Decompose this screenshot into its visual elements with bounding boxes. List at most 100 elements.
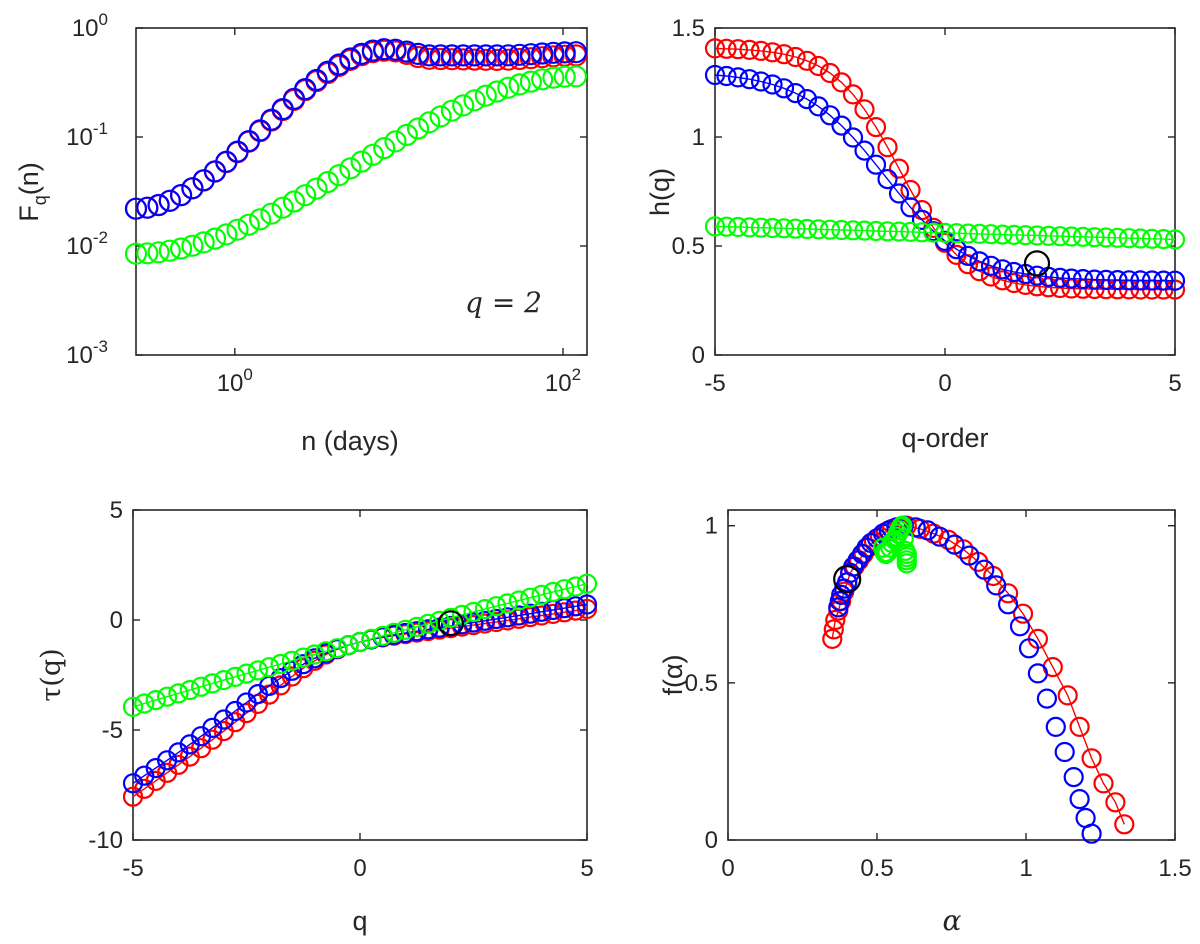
hq-point-blue bbox=[842, 127, 864, 148]
hq-point-green bbox=[1095, 227, 1117, 248]
hq-point-red bbox=[842, 84, 864, 105]
tau-xtick-label: -5 bbox=[122, 855, 143, 882]
hq-point-green bbox=[1026, 225, 1048, 246]
hq-point-green bbox=[796, 218, 818, 240]
plot-frame-falpha bbox=[727, 509, 1176, 841]
hq-point-blue bbox=[785, 82, 806, 104]
fq-point-green bbox=[519, 70, 543, 93]
fq-point-green bbox=[136, 242, 159, 265]
hq-point-red bbox=[980, 266, 1002, 287]
fq-point-blue bbox=[361, 39, 384, 62]
hq-point-blue bbox=[969, 251, 990, 272]
tau-point-green bbox=[486, 596, 507, 617]
tau-point-green bbox=[315, 641, 336, 662]
falpha-point-green bbox=[890, 517, 911, 538]
fq-point-blue bbox=[452, 44, 475, 67]
fq-point-green bbox=[373, 137, 396, 160]
tau-point-green bbox=[497, 593, 518, 614]
fq-point-blue bbox=[373, 38, 396, 61]
falpha-xtick-label: 1.5 bbox=[1158, 855, 1191, 882]
fq-point-green bbox=[158, 239, 181, 262]
hq-line-green bbox=[714, 225, 1176, 241]
fq-point-green bbox=[485, 80, 509, 103]
fq-ytick-exp: 0 bbox=[99, 10, 108, 29]
fq-point-blue bbox=[508, 43, 531, 66]
hq-point-green bbox=[934, 222, 956, 243]
hq-point-red bbox=[808, 55, 829, 77]
tau-point-green bbox=[383, 622, 405, 643]
fq-point-green bbox=[339, 157, 362, 180]
falpha-point-red bbox=[1069, 716, 1090, 738]
fq-point-green bbox=[542, 66, 565, 89]
y-axis-label-tau: τ(q) bbox=[36, 648, 67, 701]
falpha-point-blue bbox=[1027, 663, 1049, 684]
fq-point-green bbox=[226, 218, 249, 241]
fq-point-green bbox=[440, 99, 463, 122]
hq-point-red bbox=[888, 158, 910, 179]
fq-xtick-exp: 0 bbox=[243, 365, 252, 384]
y-axis-label-fq-tail: (n) bbox=[14, 162, 44, 195]
hq-point-blue bbox=[911, 209, 933, 230]
falpha-point-blue bbox=[1018, 638, 1040, 659]
hq-ytick-label: 0.5 bbox=[672, 233, 705, 260]
hq-point-green bbox=[716, 216, 737, 237]
fq-point-green bbox=[170, 237, 193, 260]
hq-point-green bbox=[762, 217, 783, 239]
falpha-xtick-label: 1 bbox=[1019, 855, 1032, 882]
hq-point-blue bbox=[1072, 269, 1094, 290]
fq-point-green bbox=[328, 164, 351, 187]
fq-point-green bbox=[305, 177, 328, 200]
hq-xtick-label: 0 bbox=[938, 370, 951, 397]
hq-point-red bbox=[739, 39, 760, 61]
falpha-point-blue bbox=[944, 534, 965, 555]
hq-point-green bbox=[1164, 229, 1186, 250]
fq-point-green bbox=[384, 130, 407, 153]
tau-point-green bbox=[520, 587, 541, 608]
fq-point-blue bbox=[553, 41, 576, 64]
tau-point-green bbox=[531, 584, 552, 605]
hq-point-green bbox=[1153, 229, 1174, 250]
fq-point-blue bbox=[384, 38, 407, 61]
fq-point-green bbox=[474, 84, 497, 107]
hq-point-blue bbox=[957, 245, 979, 266]
fq-point-green bbox=[531, 68, 554, 91]
fq-point-blue bbox=[474, 44, 497, 67]
hq-point-green bbox=[1049, 226, 1071, 247]
hq-point-blue bbox=[739, 69, 760, 90]
falpha-point-red bbox=[1093, 773, 1114, 794]
fq-ytick-label: 10-1 bbox=[66, 119, 108, 151]
tau-point-blue bbox=[508, 605, 530, 626]
tau-point-green bbox=[247, 660, 268, 681]
fq-point-blue bbox=[519, 43, 543, 66]
fq-point-blue bbox=[429, 44, 452, 67]
fq-point-green bbox=[237, 213, 260, 236]
hq-point-red bbox=[865, 116, 887, 138]
hq-point-blue bbox=[1141, 270, 1163, 291]
hq-point-green bbox=[1038, 225, 1059, 246]
tau-point-green bbox=[293, 647, 314, 668]
fq-point-red bbox=[463, 48, 486, 71]
hq-point-green bbox=[831, 219, 852, 241]
fq-ytick-label: 10-3 bbox=[66, 337, 108, 369]
tick-group-hq: -5 0 500.511.5 bbox=[672, 15, 1182, 397]
fq-point-blue bbox=[124, 197, 148, 220]
hq-point-blue bbox=[980, 255, 1002, 276]
falpha-point-blue bbox=[997, 594, 1019, 615]
hq-point-red bbox=[762, 42, 783, 63]
fq-xtick-label: 102 bbox=[545, 365, 581, 397]
y-axis-label-fq: Fq(n) bbox=[14, 162, 50, 222]
hq-point-green bbox=[750, 217, 772, 238]
falpha-point-blue bbox=[959, 545, 980, 566]
hq-point-blue bbox=[888, 183, 910, 204]
hq-point-blue bbox=[1003, 261, 1025, 283]
fq-ytick-base: 10 bbox=[66, 342, 93, 369]
fq-point-red bbox=[474, 48, 497, 71]
tau-point-green bbox=[213, 669, 234, 691]
fq-point-blue bbox=[395, 40, 418, 63]
fq-point-blue bbox=[485, 44, 509, 67]
fq-point-green bbox=[508, 73, 531, 96]
fq-point-green bbox=[452, 94, 475, 117]
fq-point-blue bbox=[316, 60, 339, 83]
hq-point-red bbox=[704, 38, 726, 59]
